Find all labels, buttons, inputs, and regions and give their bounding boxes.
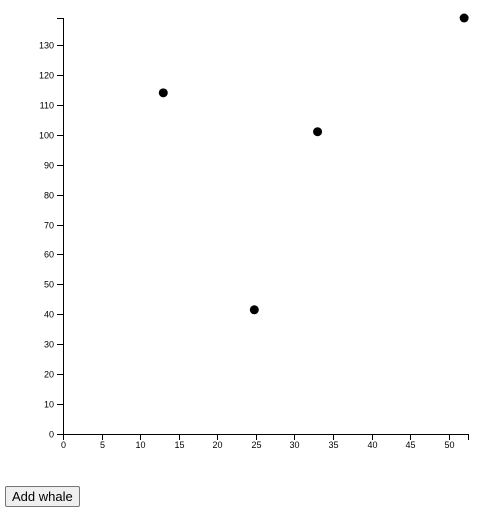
x-tick-label: 40 — [367, 440, 377, 450]
y-tick-label: 60 — [44, 249, 54, 259]
data-point — [459, 13, 469, 23]
x-tick-label: 50 — [444, 440, 454, 450]
y-tick-label: 20 — [44, 369, 54, 379]
y-tick-label: 10 — [44, 399, 54, 409]
x-tick-label: 30 — [289, 440, 299, 450]
data-point — [313, 127, 323, 137]
y-tick-label: 30 — [44, 339, 54, 349]
y-tick-label: 120 — [39, 70, 54, 80]
data-point — [249, 305, 259, 315]
x-tick-label: 45 — [405, 440, 415, 450]
y-tick-label: 40 — [44, 309, 54, 319]
x-tick-label: 15 — [174, 440, 184, 450]
x-axis: 0 5 10 15 20 25 30 35 40 45 50 — [61, 434, 469, 450]
x-tick-label: 10 — [135, 440, 145, 450]
y-tick-label: 80 — [44, 190, 54, 200]
y-tick-label: 100 — [39, 130, 54, 140]
y-axis: 0 10 20 30 40 50 60 70 80 90 100 110 120 130 — [39, 18, 64, 439]
x-tick-label: 0 — [61, 440, 66, 450]
y-axis-line — [57, 18, 64, 435]
x-tick-label: 25 — [251, 440, 261, 450]
x-tick-label: 5 — [100, 440, 105, 450]
data-points — [158, 13, 469, 315]
scatter-chart: 0 10 20 30 40 50 60 70 80 90 100 110 120 130 0 5 10 15 20… — [39, 13, 469, 450]
x-tick-label: 20 — [212, 440, 222, 450]
data-point — [158, 88, 168, 98]
y-tick-label: 50 — [44, 279, 54, 289]
y-tick-label: 70 — [44, 220, 54, 230]
y-tick-label: 110 — [40, 100, 54, 110]
x-tick-label: 35 — [328, 440, 338, 450]
y-tick-label: 0 — [49, 429, 54, 439]
add-whale-button[interactable]: Add whale — [5, 486, 80, 507]
y-tick-label: 90 — [44, 160, 54, 170]
y-tick-label: 130 — [39, 40, 54, 50]
